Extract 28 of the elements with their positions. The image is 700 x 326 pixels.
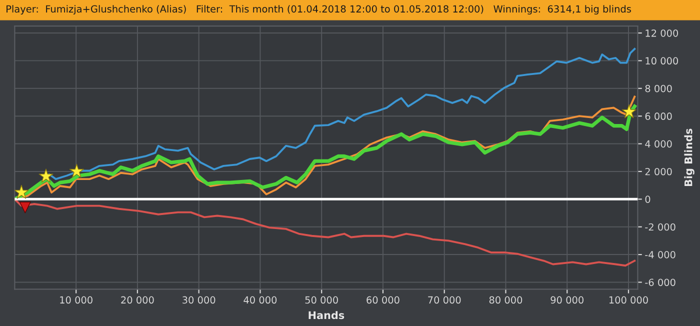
- x-tick-label: 10 000: [60, 296, 92, 304]
- x-tick-label: 100 000: [609, 296, 648, 304]
- y-tick-label: 2 000: [645, 168, 672, 176]
- point: [14, 184, 29, 199]
- y-axis-title: Big Blinds: [684, 128, 694, 186]
- y-tick-label: -6 000: [645, 278, 676, 286]
- y-tick-label: -2 000: [645, 223, 676, 231]
- y-tick-label: 4 000: [645, 140, 672, 148]
- x-tick-label: 90 000: [550, 296, 584, 304]
- chart-title: Player: Fumizja+Glushchenko (Alias) Filter: This month (01.04.2018 12:00 to 01.05.2018 12:00) Winnings: 6314,1 big blinds: [6, 5, 631, 14]
- point: [622, 104, 636, 118]
- y-tick-label: 6 000: [645, 112, 672, 120]
- y-tick-label: 8 000: [645, 84, 672, 92]
- y-tick-label: -4 000: [645, 251, 676, 258]
- x-tick-label: 30 000: [182, 296, 216, 304]
- y-tick-label: 12 000: [646, 29, 678, 37]
- x-tick-label: 20 000: [121, 296, 154, 304]
- y-tick-label: 10 000: [646, 57, 678, 65]
- point: [69, 164, 84, 178]
- x-tick-label: 50 000: [305, 296, 338, 304]
- x-tick-label: 40 000: [244, 296, 277, 304]
- point: [38, 168, 54, 183]
- x-tick-label: 60 000: [366, 296, 400, 304]
- x-tick-label: 80 000: [489, 296, 522, 304]
- y-tick-label: 0: [645, 196, 650, 203]
- point: [19, 202, 31, 214]
- x-tick-label: 70 000: [428, 296, 461, 304]
- x-axis-title: Hands: [308, 311, 344, 320]
